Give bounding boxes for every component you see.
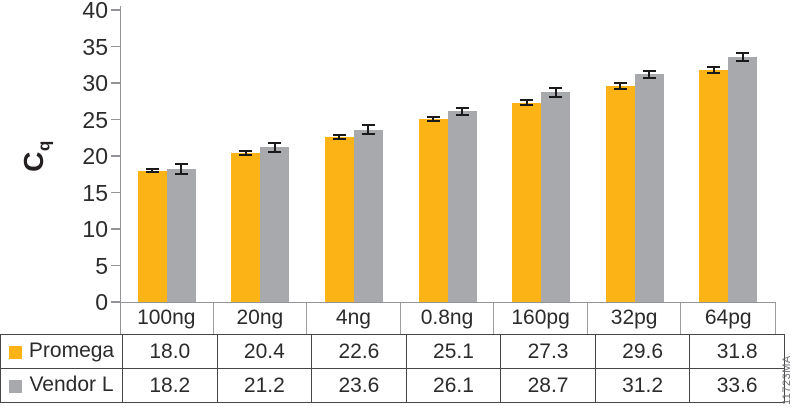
error-bar-vendor-l-160pg (549, 86, 563, 99)
y-tick-mark (111, 45, 120, 48)
figure-id-watermark: 11723MA (781, 355, 793, 405)
legend-cell-promega: Promega (0, 334, 123, 369)
value-cell-vendor-l-64pg: 33.6 (689, 368, 785, 403)
category-label-64pg: 64pg (681, 302, 776, 334)
y-tick-mark (111, 191, 120, 194)
error-bar-promega-64pg (707, 66, 721, 74)
y-tick-label: 30 (82, 70, 108, 96)
category-label-0.8ng: 0.8ng (400, 302, 495, 334)
category-label-32pg: 32pg (587, 302, 682, 334)
y-tick-label: 40 (82, 0, 108, 23)
y-tick-mark (111, 155, 120, 157)
y-tick-mark (111, 264, 120, 267)
y-tick-label: 20 (82, 143, 108, 169)
bar-promega-4ng (324, 137, 354, 302)
y-tick-mark (111, 82, 120, 84)
error-bar-line (554, 86, 557, 99)
table-row-promega: Promega 18.0 20.4 22.6 25.1 27.3 29.6 31.8 (0, 334, 785, 369)
value-cell-vendor-l-160pg: 28.7 (500, 368, 596, 403)
error-bar-vendor-l-0.8ng (455, 106, 469, 117)
y-tick-label: 15 (82, 179, 108, 206)
error-bar-line (338, 133, 341, 141)
error-bar-line (619, 81, 622, 91)
error-bar-vendor-l-100ng (174, 163, 188, 175)
error-bar-line (273, 141, 276, 153)
error-bar-line (712, 66, 715, 74)
bar-promega-160pg (512, 102, 542, 302)
bar-promega-32pg (605, 85, 635, 302)
error-bar-promega-4ng (332, 133, 346, 141)
value-cell-promega-32pg: 29.6 (594, 334, 691, 369)
error-bar-vendor-l-4ng (361, 124, 375, 136)
legend-series-name: Promega (28, 339, 115, 362)
legend-swatch-icon (8, 346, 22, 359)
value-cell-promega-4ng: 22.6 (311, 334, 407, 369)
category-label-4ng: 4ng (307, 302, 401, 334)
error-bar-line (367, 124, 370, 136)
data-table: Promega 18.0 20.4 22.6 25.1 27.3 29.6 31.8 Vendo… (0, 334, 785, 403)
y-tick-mark (111, 9, 120, 11)
y-tick-label: 5 (95, 252, 108, 279)
error-bar-line (432, 115, 434, 122)
category-label-100ng: 100ng (120, 302, 214, 334)
y-axis-line (120, 6, 121, 334)
value-cell-promega-20ng: 20.4 (216, 334, 313, 369)
error-bar-line (648, 69, 651, 79)
bar-vendor-l-4ng (353, 129, 383, 302)
value-cell-promega-160pg: 27.3 (500, 334, 596, 369)
legend-swatch-icon (9, 380, 23, 393)
error-bar-vendor-l-32pg (642, 69, 656, 79)
bar-vendor-l-100ng (166, 169, 196, 302)
y-tick-label: 35 (82, 33, 108, 60)
bar-promega-64pg (699, 69, 729, 302)
legend-cell-vendor-l: Vendor L (0, 368, 123, 403)
bar-vendor-l-160pg (541, 92, 571, 302)
error-bar-line (151, 167, 154, 174)
error-bar-promega-20ng (239, 150, 253, 156)
y-tick-label: 0 (95, 289, 108, 315)
error-bar-line (741, 51, 744, 62)
value-cell-vendor-l-0.8ng: 26.1 (405, 368, 502, 403)
value-cell-promega-100ng: 18.0 (122, 334, 218, 369)
value-cell-vendor-l-4ng: 23.6 (311, 368, 407, 403)
bar-vendor-l-32pg (634, 74, 664, 302)
legend-series-name: Vendor L (29, 373, 114, 396)
y-axis-label: Cq (18, 124, 62, 188)
bar-promega-100ng (137, 170, 167, 302)
error-bar-promega-32pg (613, 81, 627, 91)
error-bar-promega-100ng (145, 167, 159, 174)
error-bar-promega-160pg (520, 99, 534, 107)
error-bar-line (180, 163, 183, 175)
bar-promega-20ng (231, 153, 261, 302)
error-bar-line (525, 99, 528, 107)
y-tick-mark (111, 228, 120, 230)
y-tick-label: 25 (82, 106, 108, 133)
table-row-vendor-l: Vendor L 18.2 21.2 23.6 26.1 28.7 31.2 33.6 (0, 368, 785, 403)
error-bar-vendor-l-64pg (736, 51, 750, 62)
value-cell-vendor-l-20ng: 21.2 (216, 368, 313, 403)
error-bar-line (244, 150, 247, 156)
y-tick-label: 10 (82, 216, 108, 242)
error-bar-promega-0.8ng (426, 115, 440, 122)
value-cell-vendor-l-100ng: 18.2 (122, 368, 218, 403)
error-bar-vendor-l-20ng (268, 141, 282, 153)
bar-vendor-l-64pg (728, 56, 758, 302)
y-tick-mark (111, 118, 120, 121)
bar-vendor-l-0.8ng (447, 111, 477, 302)
category-label-160pg: 160pg (494, 302, 588, 334)
y-tick-mark (111, 301, 120, 303)
value-cell-promega-0.8ng: 25.1 (405, 334, 502, 369)
value-cell-promega-64pg: 31.8 (689, 334, 785, 369)
error-bar-line (461, 106, 463, 117)
value-cell-vendor-l-32pg: 31.2 (594, 368, 691, 403)
bar-vendor-l-20ng (260, 147, 290, 302)
category-label-20ng: 20ng (213, 302, 308, 334)
bar-promega-0.8ng (418, 118, 448, 302)
y-axis-label-main: C (18, 151, 49, 172)
y-axis-label-subscript: q (34, 140, 54, 152)
